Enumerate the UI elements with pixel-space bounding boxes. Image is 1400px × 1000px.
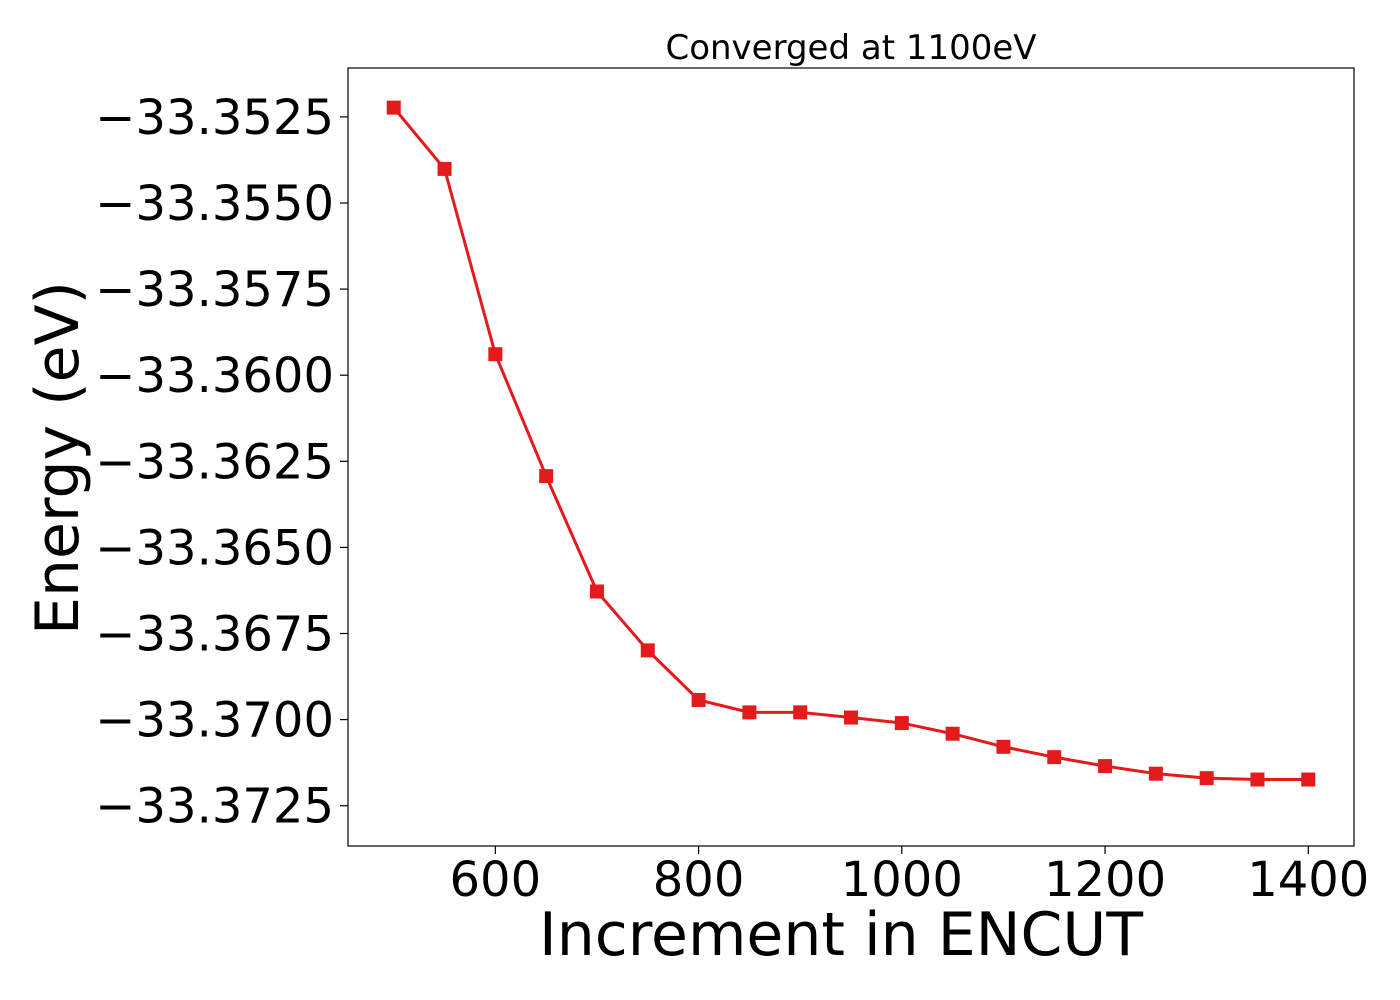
data-point-marker — [1098, 759, 1113, 774]
data-point-marker — [742, 705, 757, 720]
y-tick-label: −33.3725 — [95, 779, 334, 835]
chart-title: Converged at 1100eV — [665, 28, 1036, 68]
data-point-marker — [1047, 750, 1062, 765]
y-tick-label: −33.3625 — [95, 434, 334, 490]
y-tick-label: −33.3550 — [95, 176, 334, 232]
x-tick-label: 1000 — [841, 852, 963, 908]
data-point-marker — [1301, 772, 1316, 787]
x-tick-label: 1200 — [1044, 852, 1166, 908]
data-point-marker — [640, 643, 655, 658]
plot-frame — [347, 67, 1355, 847]
data-point-marker — [488, 347, 503, 362]
data-point-marker — [1250, 772, 1265, 787]
data-point-marker — [844, 710, 858, 725]
data-point-marker — [945, 726, 960, 741]
y-tick-label: −33.3650 — [95, 520, 334, 576]
y-axis: −33.3525 −33.3550 −33.3575 −33.3600 −33.3625… — [95, 90, 348, 835]
data-point-marker — [996, 739, 1011, 754]
x-tick-label: 800 — [653, 852, 745, 908]
y-axis-label: Energy (eV) — [23, 281, 93, 635]
x-tick-label: 600 — [450, 852, 542, 908]
y-tick-label: −33.3700 — [95, 693, 334, 749]
data-point-marker — [539, 469, 554, 484]
x-tick-label: 1400 — [1247, 852, 1369, 908]
y-tick-label: −33.3600 — [95, 348, 334, 404]
data-point-marker — [1148, 766, 1163, 781]
x-axis: 600 800 1000 1200 1400 — [450, 846, 1369, 908]
data-point-marker — [894, 716, 909, 731]
data-point-marker — [691, 692, 706, 707]
y-tick-label: −33.3675 — [95, 607, 334, 663]
data-point-marker — [1199, 771, 1214, 786]
x-axis-label: Increment in ENCUT — [539, 900, 1143, 970]
plot-area — [386, 100, 1316, 787]
data-point-marker — [437, 161, 452, 176]
data-point-marker — [589, 584, 604, 599]
data-point-marker — [793, 705, 808, 720]
y-tick-label: −33.3575 — [95, 262, 334, 318]
data-point-marker — [386, 100, 401, 115]
y-tick-label: −33.3525 — [95, 90, 334, 146]
